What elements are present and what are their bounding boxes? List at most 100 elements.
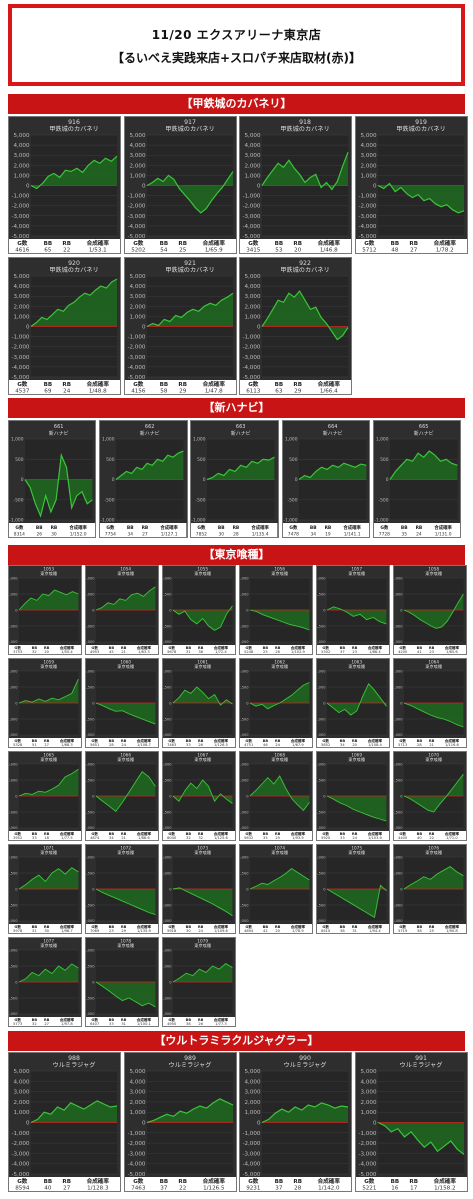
- y-tick-label: -4,000: [11, 365, 29, 371]
- stats-header: RB: [121, 925, 127, 929]
- series-line: [172, 686, 233, 706]
- y-tick-label: 2,000: [13, 163, 29, 169]
- stats-value-rate: 1/102.9: [291, 650, 305, 654]
- machine-name: 甲鉄城のカバネリ: [280, 266, 330, 274]
- machine-card-1075[interactable]: 1075東京喰種9,0004,5000-4,500-9,000G数6510BB3…: [315, 844, 390, 934]
- stats-header: 合成確率: [137, 738, 152, 743]
- machine-card-1064[interactable]: 1064東京喰種4,0002,0000-2,000-4,000G数5713BB2…: [392, 658, 467, 748]
- stats-value-bb: 38: [417, 929, 422, 933]
- machine-card-1078[interactable]: 1078東京喰種5,0002,5000-2,500-5,000G数6407BB3…: [84, 937, 160, 1027]
- machine-card-920[interactable]: 920 甲鉄城のカバネリ 5,000 4,000 3,000 2,000 1,000 0 -1,…: [8, 257, 121, 395]
- y-tick-label: 2,500: [394, 778, 403, 782]
- y-tick-label: 0: [323, 887, 326, 891]
- machine-card-921[interactable]: 921 甲鉄城のカバネリ 5,000 4,000 3,000 2,000 1,000 0 -1,…: [123, 257, 237, 395]
- y-tick-label: 0: [21, 477, 24, 483]
- y-tick-label: -5,000: [11, 1172, 29, 1178]
- series-line: [18, 589, 79, 611]
- series-area: [24, 455, 93, 516]
- machine-card-662[interactable]: 662 新ハナビ 1,000 500 0 -500 -1,000 G数 7754 BB 34 RB 27…: [99, 420, 188, 538]
- stats-value-g: 3415: [246, 248, 261, 253]
- machine-card-664[interactable]: 664 新ハナビ 1,000 500 0 -500 -1,000 G数 7478 BB 34 RB 19…: [281, 420, 370, 538]
- stats-value-rate: 1/94.4: [369, 929, 381, 933]
- stats-value-rb: 24: [352, 836, 357, 840]
- stats-header: BB: [185, 1018, 191, 1022]
- machine-card-917[interactable]: 917 甲鉄城のカバネリ 5,000 4,000 3,000 2,000 1,000 0 -1,…: [123, 116, 237, 254]
- stats-value-g: 3753: [13, 650, 22, 654]
- machine-card-916[interactable]: 916 甲鉄城のカバネリ 5,000 4,000 3,000 2,000 1,000 0 -1,…: [8, 116, 121, 254]
- y-tick-label: -2,000: [242, 1141, 260, 1147]
- stats-value-rb: 28: [234, 532, 240, 537]
- stats-header: BB: [401, 525, 408, 531]
- machine-card-663[interactable]: 663 新ハナビ 1,000 500 0 -500 -1,000 G数 7852 BB 30 RB 28…: [190, 420, 279, 538]
- machine-card-922[interactable]: 922 甲鉄城のカバネリ 5,000 4,000 3,000 2,000 1,000 0 -1,…: [239, 257, 352, 395]
- machine-card-919[interactable]: 919 甲鉄城のカバネリ 5,000 4,000 3,000 2,000 1,000 0 -1,…: [354, 116, 468, 254]
- y-tick-label: 500: [15, 457, 24, 463]
- machine-card-989[interactable]: 989 ウルミラジャグ 5,000 4,000 3,000 2,000 1,000 0 -1,0…: [123, 1052, 237, 1192]
- machine-number: 1062: [274, 660, 285, 665]
- machine-card-1056[interactable]: 1056東京喰種4,0002,0000-2,000-4,000G数5248BB2…: [238, 565, 314, 655]
- stats-value-bb: 34: [310, 532, 316, 537]
- machine-number: 1074: [274, 846, 285, 851]
- stats-header: BB: [275, 1179, 284, 1185]
- machine-number: 1071: [43, 846, 54, 851]
- stats-header: RB: [44, 739, 50, 743]
- machine-card-661[interactable]: 661 新ハナビ 1,000 500 0 -500 -1,000 G数 8314 BB 26 RB 30…: [8, 420, 97, 538]
- stats-header: G数: [245, 645, 252, 650]
- y-tick-label: -1,500: [163, 717, 172, 721]
- machine-card-1067[interactable]: 1067東京喰種3,0001,5000-1,500-3,000G数8040BB3…: [161, 751, 237, 841]
- stats-value-rb: 25: [275, 836, 280, 840]
- y-tick-label: 1,000: [129, 1110, 145, 1116]
- machine-card-1072[interactable]: 1072東京喰種9,0004,5000-4,500-9,000G数7069BB2…: [84, 844, 160, 934]
- y-tick-label: -4,500: [317, 903, 326, 907]
- stats-header: 合成確率: [60, 924, 75, 929]
- y-tick-label: -1,000: [374, 518, 388, 524]
- stats-header: RB: [178, 382, 187, 388]
- stats-value-bb: 54: [160, 248, 168, 253]
- stats-header: RB: [178, 1179, 187, 1185]
- series-area: [172, 887, 233, 916]
- machine-card-988[interactable]: 988 ウルミラジャグ 5,000 4,000 3,000 2,000 1,000 0 -1,0…: [8, 1052, 121, 1192]
- stats-header: RB: [275, 925, 281, 929]
- machine-card-1071[interactable]: 1071東京喰種3,0001,5000-1,500-3,000G数5978BB3…: [8, 844, 83, 934]
- stats-value-rb: 24: [275, 743, 280, 747]
- machine-card-918[interactable]: 918 甲鉄城のカバネリ 5,000 4,000 3,000 2,000 1,000 0 -1,…: [239, 116, 352, 254]
- stats-value-g: 5302: [321, 650, 330, 654]
- machine-card-1055[interactable]: 1055東京喰種3,0001,5000-1,500-3,000G数5678BB3…: [161, 565, 237, 655]
- stats-value-rb: 29: [121, 929, 126, 933]
- machine-card-990[interactable]: 990 ウルミラジャグ 5,000 4,000 3,000 2,000 1,000 0 -1,0…: [239, 1052, 352, 1192]
- machine-card-991[interactable]: 991 ウルミラジャグ 5,000 4,000 3,000 2,000 1,000 0 -1,0…: [354, 1052, 468, 1192]
- machine-card-1060[interactable]: 1060東京喰種5,0002,5000-2,500-5,000G数5651BB2…: [84, 658, 160, 748]
- series-area: [389, 451, 458, 480]
- stats-header: BB: [32, 739, 38, 743]
- y-tick-label: -4,000: [11, 1162, 29, 1168]
- stats-table: [85, 644, 159, 654]
- y-tick-label: -5,000: [127, 1172, 145, 1178]
- machine-name: 東京喰種: [40, 942, 58, 949]
- y-tick-label: -6,000: [394, 919, 403, 923]
- stats-header: BB: [339, 925, 345, 929]
- machine-card-665[interactable]: 665 新ハナビ 1,000 500 0 -500 -1,000 G数 7728 BB 35 RB 24…: [372, 420, 462, 538]
- y-tick-label: -2,500: [86, 996, 95, 1000]
- stats-table: [9, 239, 120, 253]
- stats-value-bb: 32: [32, 1022, 37, 1026]
